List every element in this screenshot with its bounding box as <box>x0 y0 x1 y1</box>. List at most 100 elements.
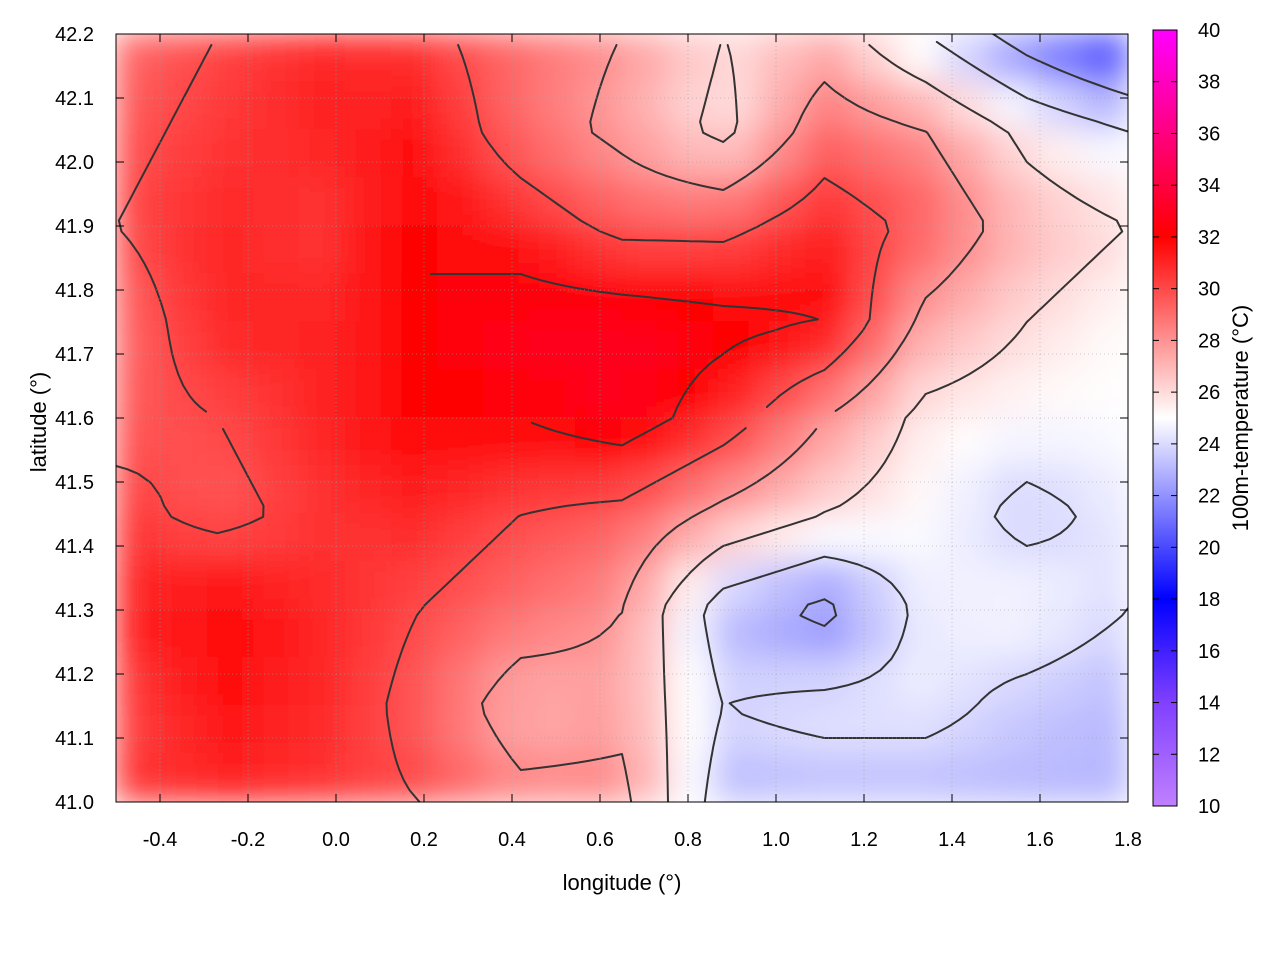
x-tick-label: 0.4 <box>498 829 526 851</box>
y-tick-label: 41.3 <box>55 600 94 622</box>
y-axis-label: latitude (°) <box>26 372 51 473</box>
temperature-cell <box>483 34 531 83</box>
temperature-cell <box>621 321 669 371</box>
temperature-cell <box>989 465 1037 515</box>
temperature-cell <box>207 34 255 83</box>
temperature-cell <box>116 321 163 371</box>
temperature-cell <box>253 177 301 227</box>
temperature-cell <box>253 657 301 707</box>
y-tick-label: 42.1 <box>55 88 94 110</box>
temperature-cell <box>437 369 485 419</box>
x-tick-label: 1.0 <box>762 829 790 851</box>
temperature-cell <box>483 657 531 707</box>
temperature-cell <box>437 465 485 515</box>
temperature-cell <box>299 513 347 563</box>
temperature-cell <box>299 753 347 802</box>
temperature-cell <box>299 81 347 131</box>
temperature-cell <box>161 609 209 659</box>
colorbar-tick-label: 10 <box>1198 796 1220 818</box>
temperature-cell <box>253 273 301 323</box>
temperature-cell <box>391 513 439 563</box>
colorbar <box>1152 29 1178 807</box>
temperature-cell <box>207 513 255 563</box>
temperature-cell <box>116 177 163 227</box>
temperature-cell <box>437 81 485 131</box>
temperature-cell <box>713 225 761 275</box>
temperature-cell <box>805 609 853 659</box>
temperature-cell <box>116 561 163 611</box>
y-tick-label: 41.4 <box>55 536 94 558</box>
temperature-cell <box>1035 609 1083 659</box>
temperature-cell <box>253 369 301 419</box>
temperature-cell <box>667 273 715 323</box>
temperature-cell <box>621 369 669 419</box>
temperature-cell <box>483 609 531 659</box>
colorbar-tick-label: 32 <box>1198 227 1220 249</box>
colorbar-tick-label: 24 <box>1198 434 1220 456</box>
colorbar-tick-label: 30 <box>1198 279 1220 301</box>
temperature-cell <box>483 225 531 275</box>
temperature-cell <box>759 561 807 611</box>
contour-line <box>481 44 984 802</box>
colorbar-tick-label: 26 <box>1198 382 1220 404</box>
temperature-cell <box>759 705 807 755</box>
temperature-cell <box>1035 753 1083 802</box>
temperature-cell <box>299 465 347 515</box>
temperature-cell <box>1081 369 1128 419</box>
temperature-cell <box>805 369 853 419</box>
temperature-cell <box>161 369 209 419</box>
temperature-cell <box>943 177 991 227</box>
temperature-cell <box>207 321 255 371</box>
temperature-cell <box>621 465 669 515</box>
temperature-cell <box>575 513 623 563</box>
temperature-cell <box>391 81 439 131</box>
temperature-cell <box>989 81 1037 131</box>
x-tick-label: -0.4 <box>143 829 177 851</box>
temperature-cell <box>207 177 255 227</box>
temperature-cell <box>1035 561 1083 611</box>
temperature-cell <box>989 273 1037 323</box>
temperature-cell <box>897 225 945 275</box>
temperature-cell <box>391 657 439 707</box>
temperature-cell <box>759 417 807 467</box>
temperature-cell <box>1035 129 1083 179</box>
temperature-cell <box>897 34 945 83</box>
temperature-cell <box>851 609 899 659</box>
x-tick-label: 1.6 <box>1026 829 1054 851</box>
temperature-cell <box>989 609 1037 659</box>
temperature-cell <box>713 753 761 802</box>
temperature-cell <box>851 129 899 179</box>
temperature-cell <box>805 705 853 755</box>
temperature-cell <box>667 129 715 179</box>
temperature-cell <box>621 81 669 131</box>
temperature-cell <box>253 129 301 179</box>
temperature-cell <box>207 657 255 707</box>
temperature-cell <box>391 417 439 467</box>
temperature-cell <box>529 513 577 563</box>
temperature-cell <box>299 417 347 467</box>
temperature-cell <box>116 81 163 131</box>
temperature-cell <box>437 225 485 275</box>
temperature-cell <box>529 34 577 83</box>
temperature-cell <box>161 657 209 707</box>
temperature-cell <box>897 369 945 419</box>
contour-line <box>429 273 819 447</box>
temperature-cell <box>805 753 853 802</box>
temperature-cell <box>713 34 761 83</box>
colorbar-tick-label: 34 <box>1198 175 1220 197</box>
contour-line <box>661 44 1124 802</box>
temperature-cell <box>161 753 209 802</box>
temperature-cell <box>299 369 347 419</box>
temperature-cell <box>253 705 301 755</box>
temperature-cell <box>345 417 393 467</box>
temperature-cell <box>116 657 163 707</box>
temperature-cell <box>1035 657 1083 707</box>
temperature-cell <box>253 513 301 563</box>
temperature-cell <box>529 465 577 515</box>
temperature-cell <box>943 417 991 467</box>
colorbar-tick-label: 38 <box>1198 72 1220 94</box>
temperature-cell <box>989 369 1037 419</box>
temperature-cell <box>1081 753 1128 802</box>
temperature-cell <box>1081 705 1128 755</box>
temperature-cell <box>851 417 899 467</box>
